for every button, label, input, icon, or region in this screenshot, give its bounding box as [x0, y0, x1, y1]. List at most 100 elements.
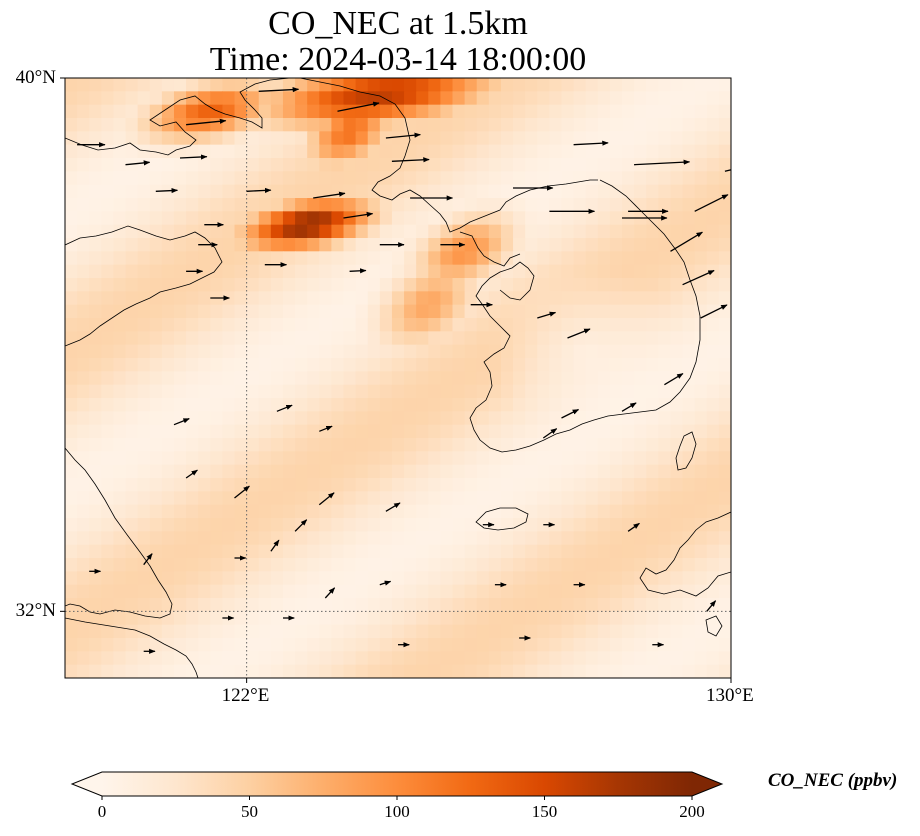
field-cell — [525, 318, 538, 332]
field-cell — [355, 278, 369, 292]
field-cell — [77, 371, 90, 386]
field-cell — [355, 384, 369, 399]
field-cell — [476, 144, 490, 159]
field-cell — [161, 384, 175, 399]
field-cell — [149, 424, 163, 439]
field-cell — [561, 358, 575, 372]
co-concentration-field — [65, 78, 731, 678]
field-cell — [210, 464, 224, 479]
field-cell — [428, 598, 441, 612]
field-cell — [331, 198, 345, 212]
field-cell — [440, 371, 454, 386]
field-cell — [537, 611, 550, 626]
field-cell — [186, 504, 199, 519]
field-cell — [428, 224, 441, 239]
field-cell — [549, 544, 563, 559]
field-cell — [186, 571, 199, 586]
field-cell — [622, 531, 635, 546]
field-cell — [186, 358, 199, 372]
field-cell — [355, 131, 369, 146]
field-cell — [694, 451, 708, 466]
field-cell — [113, 638, 127, 652]
field-cell — [101, 264, 115, 279]
field-cell — [609, 131, 623, 146]
field-cell — [319, 78, 332, 92]
field-cell — [634, 451, 647, 466]
field-cell — [404, 264, 417, 279]
field-cell — [694, 558, 708, 572]
field-cell — [234, 344, 248, 359]
field-cell — [658, 118, 672, 132]
field-cell — [125, 304, 139, 319]
field-cell — [379, 344, 393, 359]
field-cell — [367, 238, 381, 252]
field-cell — [476, 184, 490, 199]
field-cell — [186, 304, 199, 319]
field-cell — [161, 198, 175, 212]
field-cell — [343, 304, 357, 319]
field-cell — [367, 411, 381, 426]
field-cell — [646, 331, 659, 346]
field-cell — [670, 558, 684, 572]
field-cell — [137, 144, 151, 159]
field-cell — [549, 278, 563, 292]
field-cell — [125, 478, 139, 492]
field-cell — [525, 371, 538, 386]
field-cell — [77, 318, 90, 332]
field-cell — [295, 118, 308, 132]
field-cell — [609, 464, 623, 479]
field-cell — [161, 144, 175, 159]
field-cell — [186, 438, 199, 452]
field-cell — [101, 224, 115, 239]
field-cell — [210, 278, 224, 292]
field-cell — [246, 584, 260, 599]
field-cell — [367, 598, 381, 612]
field-cell — [113, 291, 127, 306]
field-cell — [428, 531, 441, 546]
field-cell — [694, 331, 708, 346]
field-cell — [258, 331, 272, 346]
field-cell — [343, 411, 357, 426]
field-cell — [513, 238, 526, 252]
field-cell — [77, 198, 90, 212]
field-cell — [149, 384, 163, 399]
field-cell — [198, 331, 211, 346]
field-cell — [161, 371, 175, 386]
colorbar-tick-label: 100 — [384, 802, 410, 821]
map-title-line-2: Time: 2024-03-14 18:00:00 — [209, 41, 587, 78]
field-cell — [682, 131, 696, 146]
field-cell — [113, 611, 127, 626]
field-cell — [670, 291, 684, 306]
field-cell — [258, 291, 272, 306]
field-cell — [198, 371, 211, 386]
field-cell — [440, 264, 454, 279]
field-cell — [270, 291, 284, 306]
field-cell — [706, 491, 720, 506]
field-cell — [464, 131, 478, 146]
field-cell — [65, 184, 78, 199]
field-cell — [161, 424, 175, 439]
field-cell — [682, 198, 696, 212]
field-cell — [173, 424, 187, 439]
field-cell — [573, 251, 587, 266]
field-cell — [343, 384, 357, 399]
field-cell — [464, 171, 478, 186]
field-cell — [525, 411, 538, 426]
field-cell — [149, 624, 163, 639]
field-cell — [367, 384, 381, 399]
field-cell — [537, 104, 550, 119]
field-cell — [440, 558, 454, 572]
field-cell — [585, 638, 599, 652]
field-cell — [585, 398, 599, 412]
field-cell — [597, 611, 611, 626]
field-cell — [307, 518, 320, 532]
field-cell — [125, 544, 139, 559]
field-cell — [500, 451, 514, 466]
field-cell — [295, 291, 308, 306]
field-cell — [65, 598, 78, 612]
field-cell — [186, 251, 199, 266]
field-cell — [282, 451, 296, 466]
field-cell — [331, 558, 345, 572]
field-cell — [549, 464, 563, 479]
field-cell — [549, 171, 563, 186]
